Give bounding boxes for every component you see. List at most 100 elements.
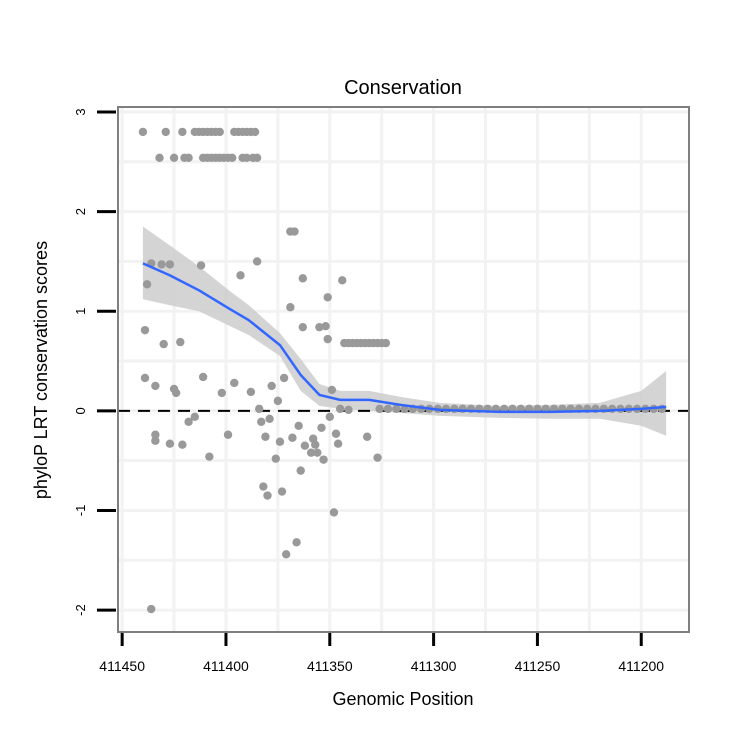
y-axis: 3 2 1 0 -1 -2: [73, 108, 116, 616]
data-point: [375, 404, 384, 414]
data-point: [151, 436, 160, 445]
data-point: [323, 334, 332, 344]
y-tick-label: 1: [73, 308, 88, 315]
data-point: [217, 388, 227, 398]
data-point: [362, 432, 372, 441]
data-point: [254, 404, 264, 414]
data-point: [157, 260, 166, 269]
panel-border: [117, 106, 690, 633]
data-point: [273, 396, 283, 406]
data-point: [250, 127, 260, 137]
x-tick-label: 411450: [99, 658, 145, 674]
data-point: [184, 153, 193, 163]
data-point: [392, 404, 401, 414]
data-point: [184, 417, 193, 427]
data-point: [311, 440, 320, 449]
data-point: [294, 421, 303, 430]
data-point: [190, 412, 200, 422]
data-point: [169, 153, 179, 163]
data-point: [242, 153, 251, 163]
data-point: [325, 412, 334, 422]
data-point: [228, 153, 237, 163]
data-point: [140, 373, 150, 383]
data-point: [151, 381, 160, 391]
data-point: [159, 339, 168, 349]
data-point: [373, 453, 382, 462]
data-point: [281, 550, 291, 559]
data-point: [261, 432, 270, 441]
data-point: [176, 337, 185, 347]
data-point: [151, 430, 160, 439]
data-point: [321, 321, 330, 331]
data-point: [252, 257, 262, 266]
data-point: [140, 325, 150, 335]
data-point: [329, 508, 339, 517]
data-point: [267, 381, 276, 391]
data-point: [327, 385, 337, 395]
data-point: [344, 405, 353, 415]
data-point: [223, 430, 233, 439]
data-point: [381, 338, 391, 348]
data-point: [142, 280, 152, 289]
data-point: [165, 439, 175, 448]
y-tick-label: 0: [73, 407, 88, 414]
data-point: [265, 414, 274, 424]
data-point: [161, 127, 170, 137]
data-point: [252, 153, 262, 163]
data-point: [607, 404, 617, 414]
data-point: [286, 303, 295, 312]
smooth-curve: [142, 262, 667, 414]
smooth-line: [142, 262, 667, 414]
data-point: [138, 127, 148, 137]
y-tick-label: 2: [73, 208, 88, 215]
data-point: [178, 127, 187, 137]
data-point: [275, 437, 285, 446]
y-tick-label: 3: [73, 108, 88, 115]
data-point: [279, 373, 289, 383]
data-point: [298, 322, 307, 332]
data-point: [313, 448, 322, 457]
x-axis: 411450 411400 411350 411300 411250 411200: [99, 633, 664, 674]
data-point: [296, 466, 305, 475]
data-point: [178, 440, 187, 449]
data-point: [236, 271, 245, 280]
data-point: [298, 274, 307, 283]
data-point: [300, 441, 310, 450]
data-point: [147, 604, 156, 614]
data-point: [263, 491, 272, 500]
data-point: [171, 388, 181, 398]
data-point: [288, 433, 297, 442]
y-axis-label: phyloP LRT conservation scores: [31, 241, 51, 499]
data-point: [271, 454, 281, 463]
data-point: [165, 260, 175, 269]
plot-panel: [118, 107, 689, 632]
x-tick-label: 411400: [203, 658, 249, 674]
data-point: [215, 127, 224, 137]
data-point: [292, 538, 301, 547]
data-point: [259, 482, 268, 491]
y-tick-label: -2: [73, 604, 88, 616]
data-point: [335, 404, 345, 414]
data-point: [338, 276, 347, 285]
data-point: [331, 429, 341, 438]
x-tick-label: 411300: [411, 658, 457, 674]
data-point: [277, 487, 287, 496]
chart-title: Conservation: [344, 77, 462, 99]
x-tick-label: 411200: [618, 658, 664, 674]
y-tick-label: -1: [73, 505, 88, 517]
data-point: [155, 153, 164, 163]
data-point: [205, 452, 214, 461]
data-point: [323, 293, 332, 302]
data-point: [290, 227, 299, 236]
data-point: [257, 417, 266, 427]
data-point: [319, 455, 328, 464]
data-point: [230, 378, 239, 388]
data-point: [333, 439, 343, 448]
data-point: [246, 387, 256, 397]
x-axis-label: Genomic Position: [332, 689, 473, 709]
data-point: [450, 404, 459, 414]
data-point: [315, 322, 324, 332]
x-tick-label: 411350: [307, 658, 353, 674]
data-point: [198, 372, 208, 382]
